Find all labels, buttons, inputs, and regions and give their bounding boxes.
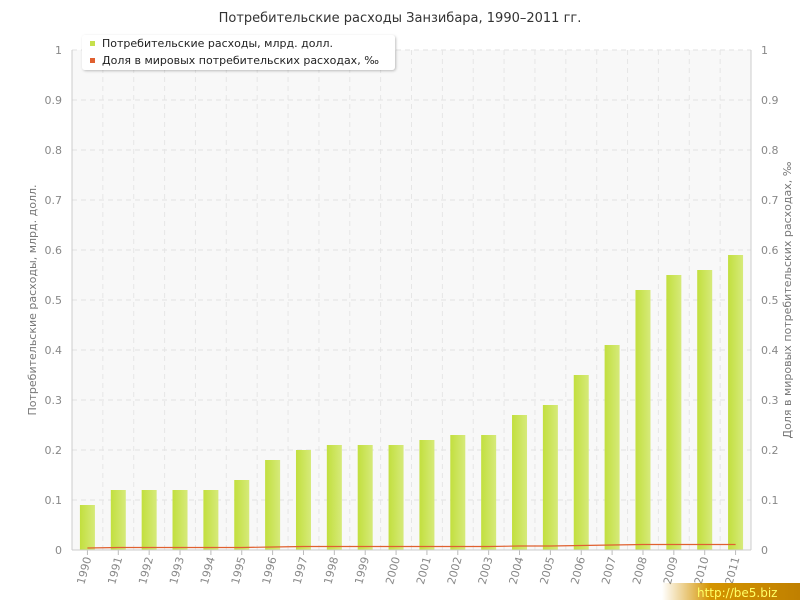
legend-label-bars: Потребительские расходы, млрд. долл. — [102, 37, 333, 50]
x-tick-label: 2006 — [568, 555, 588, 585]
y2-tick-label: 0 — [761, 544, 768, 557]
left-axis-ticks: 0 0.1 0.2 0.3 0.4 0.5 0.6 0.7 0.8 0.9 1 — [45, 44, 63, 557]
x-tick-label: 1991 — [105, 555, 125, 585]
bar-2006 — [573, 375, 589, 550]
watermark: http://be5.biz — [662, 583, 800, 600]
y-tick-label: 0 — [55, 544, 62, 557]
y2-axis-label: Доля в мировых потребительских расходах,… — [781, 161, 794, 438]
y-tick-label: 0.3 — [45, 394, 63, 407]
bar-1993 — [172, 490, 188, 550]
x-tick-label: 2004 — [507, 555, 527, 585]
x-tick-label: 2003 — [476, 555, 496, 585]
bar-2007 — [604, 345, 620, 550]
y-tick-label: 0.2 — [45, 444, 63, 457]
x-tick-label: 1995 — [229, 555, 249, 585]
legend-label-line: Доля в мировых потребительских расходах,… — [102, 54, 379, 67]
bar-2004 — [512, 415, 528, 550]
y2-tick-label: 0.3 — [761, 394, 779, 407]
x-axis-ticks: 1990 1991 1992 1993 1994 1995 1996 1997 1998 1999… — [75, 550, 743, 586]
x-tick-label: 2009 — [661, 555, 681, 585]
bar-1997 — [295, 450, 311, 550]
x-tick-label: 2001 — [414, 555, 434, 585]
bar-2011 — [728, 255, 744, 550]
watermark-background — [662, 583, 800, 600]
y-tick-label: 0.6 — [45, 244, 63, 257]
watermark-text: http://be5.biz — [697, 586, 777, 600]
y2-tick-label: 0.7 — [761, 194, 779, 207]
bar-1991 — [110, 490, 126, 550]
y2-tick-label: 0.1 — [761, 494, 779, 507]
x-tick-label: 1993 — [167, 555, 187, 585]
legend-box — [82, 35, 395, 70]
y-tick-label: 0.8 — [45, 144, 63, 157]
y2-tick-label: 0.2 — [761, 444, 779, 457]
y-tick-label: 0.5 — [45, 294, 63, 307]
bar-2005 — [542, 405, 558, 550]
x-tick-label: 2007 — [599, 555, 619, 585]
legend-swatch-line — [90, 58, 95, 63]
bar-2000 — [388, 445, 404, 550]
bar-2009 — [666, 275, 682, 550]
bar-1990 — [79, 505, 95, 550]
grid — [72, 49, 751, 550]
x-tick-label: 1999 — [352, 555, 372, 585]
y-tick-label: 0.4 — [45, 344, 63, 357]
y2-tick-label: 0.5 — [761, 294, 779, 307]
x-tick-label: 1990 — [75, 555, 95, 585]
x-tick-label: 2005 — [537, 555, 557, 585]
y2-tick-label: 0.6 — [761, 244, 779, 257]
bar-2010 — [697, 270, 713, 550]
bar-1996 — [265, 460, 281, 550]
y2-tick-label: 0.9 — [761, 94, 779, 107]
bar-1998 — [326, 445, 342, 550]
bar-2002 — [450, 435, 466, 550]
y2-tick-label: 1 — [761, 44, 768, 57]
legend: Потребительские расходы, млрд. долл. Дол… — [82, 35, 395, 70]
y-tick-label: 0.1 — [45, 494, 63, 507]
bar-2001 — [419, 440, 435, 550]
legend-swatch-bars — [90, 41, 95, 46]
share-line — [87, 543, 736, 549]
bars — [79, 255, 744, 550]
bar-1994 — [203, 490, 219, 550]
bar-1999 — [357, 445, 373, 550]
x-tick-label: 2010 — [692, 555, 712, 585]
chart-title: Потребительские расходы Занзибара, 1990–… — [219, 11, 582, 26]
x-tick-label: 1994 — [198, 555, 218, 585]
bar-2008 — [635, 290, 651, 550]
bar-1992 — [141, 490, 157, 550]
x-tick-label: 2011 — [723, 555, 743, 585]
y2-tick-label: 0.4 — [761, 344, 779, 357]
y-tick-label: 0.9 — [45, 94, 63, 107]
y2-tick-label: 0.8 — [761, 144, 779, 157]
x-tick-label: 1997 — [291, 555, 311, 585]
x-tick-label: 2000 — [383, 555, 403, 585]
bar-2003 — [481, 435, 497, 550]
x-tick-label: 1992 — [136, 555, 156, 585]
right-axis-ticks: 0 0.1 0.2 0.3 0.4 0.5 0.6 0.7 0.8 0.9 1 — [761, 44, 779, 557]
bar-1995 — [234, 480, 250, 550]
y-tick-label: 1 — [55, 44, 62, 57]
y-tick-label: 0.7 — [45, 194, 63, 207]
x-tick-label: 2008 — [630, 555, 650, 585]
x-tick-label: 1996 — [260, 555, 280, 585]
x-tick-label: 1998 — [321, 555, 341, 585]
y-axis-label: Потребительские расходы, млрд. долл. — [26, 185, 39, 416]
x-tick-label: 2002 — [445, 555, 465, 585]
